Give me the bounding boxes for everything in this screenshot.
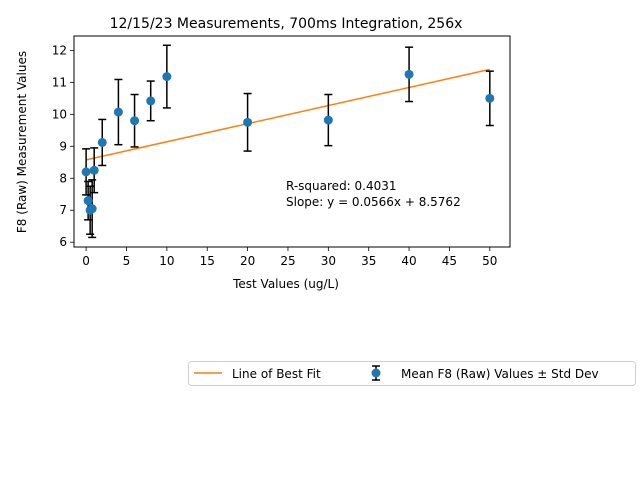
data-point xyxy=(81,167,91,177)
best-fit-line xyxy=(85,68,490,161)
data-point xyxy=(130,116,140,126)
x-tick-label: 10 xyxy=(159,254,174,268)
legend-errorbar-swatch xyxy=(371,365,381,381)
legend-box xyxy=(188,361,636,386)
y-axis-label: F8 (Raw) Measurement Values xyxy=(15,51,29,233)
y-tick-label: 6 xyxy=(59,235,67,249)
plot-marks xyxy=(81,44,495,239)
y-tick-label: 9 xyxy=(59,139,67,153)
data-point xyxy=(146,96,156,106)
y-tick-label: 11 xyxy=(52,75,67,89)
x-axis-label: Test Values (ug/L) xyxy=(232,277,339,291)
data-point xyxy=(89,165,99,175)
legend-entry-mean-values: Mean F8 (Raw) Values ± Std Dev xyxy=(401,367,599,381)
y-axis-ticks: 6 7 8 9 10 11 12 xyxy=(52,43,74,249)
data-point xyxy=(323,115,333,125)
x-tick-label: 15 xyxy=(200,254,215,268)
legend: Line of Best Fit Mean F8 (Raw) Values ± … xyxy=(188,361,636,386)
y-tick-label: 7 xyxy=(59,203,67,217)
data-point xyxy=(404,69,414,79)
y-tick-label: 8 xyxy=(59,171,67,185)
data-point xyxy=(162,72,172,82)
legend-entry-best-fit: Line of Best Fit xyxy=(232,367,321,381)
x-tick-label: 25 xyxy=(280,254,295,268)
data-point xyxy=(83,196,93,206)
data-point xyxy=(87,204,97,214)
x-tick-label: 50 xyxy=(482,254,497,268)
plot-area-frame xyxy=(73,35,511,248)
y-tick-label: 10 xyxy=(52,107,67,121)
x-tick-label: 45 xyxy=(442,254,457,268)
data-point xyxy=(243,117,253,127)
x-tick-label: 35 xyxy=(361,254,376,268)
data-point xyxy=(97,137,107,147)
x-tick-label: 0 xyxy=(82,254,90,268)
x-tick-label: 30 xyxy=(321,254,336,268)
data-point xyxy=(485,93,495,103)
x-tick-label: 5 xyxy=(123,254,131,268)
chart-title: 12/15/23 Measurements, 700ms Integration… xyxy=(110,16,463,32)
annotation-slope: Slope: y = 0.0566x + 8.5762 xyxy=(286,195,461,209)
x-axis-ticks: 0 5 10 15 20 25 30 35 40 45 50 xyxy=(82,247,497,268)
x-tick-label: 20 xyxy=(240,254,255,268)
annotation-r-squared: R-squared: 0.4031 xyxy=(286,179,397,193)
y-tick-label: 12 xyxy=(52,43,67,57)
x-tick-label: 40 xyxy=(401,254,416,268)
data-point xyxy=(113,107,123,117)
